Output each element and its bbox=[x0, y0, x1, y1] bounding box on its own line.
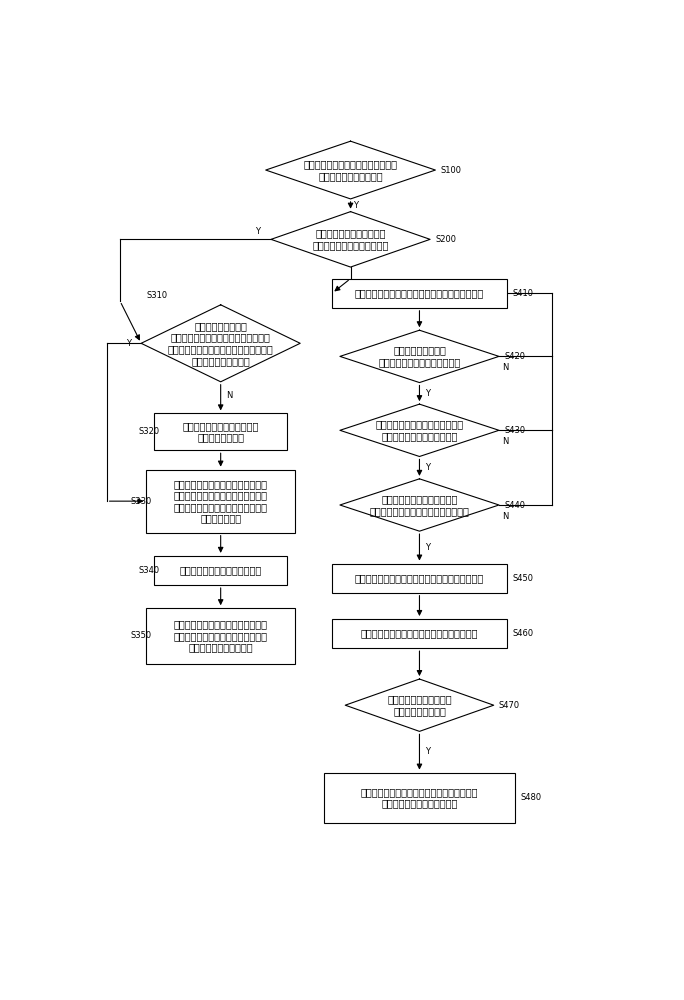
Text: 智能终端判断自身在当前位置
的停留不动时间是否达到预设停留时间: 智能终端判断自身在当前位置 的停留不动时间是否达到预设停留时间 bbox=[369, 494, 469, 516]
Text: S480: S480 bbox=[520, 793, 541, 802]
Bar bbox=[332, 619, 507, 648]
Text: 智能终端判断自身的
移动速度是否达到预设速度阈值: 智能终端判断自身的 移动速度是否达到预设速度阈值 bbox=[378, 346, 460, 367]
Text: S350: S350 bbox=[131, 631, 152, 640]
Text: 服务器判断自身数据库是否
存在用户的初始待购商品清单: 服务器判断自身数据库是否 存在用户的初始待购商品清单 bbox=[313, 229, 389, 250]
Text: S310: S310 bbox=[146, 291, 168, 300]
Text: S420: S420 bbox=[504, 352, 525, 361]
Text: 服务器根据分析结果判断
用户是否有购买意向: 服务器根据分析结果判断 用户是否有购买意向 bbox=[387, 694, 451, 716]
Text: N: N bbox=[226, 391, 233, 400]
Text: Y: Y bbox=[255, 227, 261, 236]
Text: 服务器删除初始待购商品清单
中的当前无效商品: 服务器删除初始待购商品清单 中的当前无效商品 bbox=[183, 421, 259, 443]
Text: S470: S470 bbox=[499, 701, 520, 710]
Text: Y: Y bbox=[353, 201, 358, 210]
Polygon shape bbox=[340, 479, 499, 531]
Text: S100: S100 bbox=[440, 166, 462, 175]
Text: S200: S200 bbox=[436, 235, 456, 244]
Text: 服务器根据获取的人脸相关信息得到分析结果: 服务器根据获取的人脸相关信息得到分析结果 bbox=[360, 629, 478, 639]
Polygon shape bbox=[141, 305, 300, 382]
Text: 服务器获取用户的位置相关信息: 服务器获取用户的位置相关信息 bbox=[180, 565, 262, 575]
Text: S330: S330 bbox=[131, 497, 152, 506]
Text: S440: S440 bbox=[504, 500, 525, 510]
Bar bbox=[332, 564, 507, 593]
Text: Y: Y bbox=[425, 389, 430, 398]
Polygon shape bbox=[345, 679, 494, 731]
Bar bbox=[324, 773, 515, 823]
Text: 服务器根据所有当前有效商品的位置
信息和用户的位置相关信息，生成最
优路径图发送至智能终端: 服务器根据所有当前有效商品的位置 信息和用户的位置相关信息，生成最 优路径图发送… bbox=[174, 619, 267, 652]
Bar bbox=[146, 470, 295, 533]
Text: Y: Y bbox=[126, 339, 131, 348]
Bar bbox=[155, 556, 287, 585]
Text: Y: Y bbox=[425, 463, 430, 472]
Polygon shape bbox=[271, 212, 430, 267]
Bar bbox=[146, 608, 295, 664]
Text: 服务器根据当前有效商品信息更新初
始待购商品清单，得到当前待购商品
清单，获取当前待购商品清单中所有
商品的位置信息: 服务器根据当前有效商品信息更新初 始待购商品清单，得到当前待购商品 清单，获取当… bbox=[174, 479, 267, 524]
Text: S410: S410 bbox=[512, 289, 534, 298]
Text: 服务器根据初始待购
商品清单获取所有待购商品的商品状态
信息，判断初始待购商品清单的所有商品
是否均是当前有效商品: 服务器根据初始待购 商品清单获取所有待购商品的商品状态 信息，判断初始待购商品清… bbox=[168, 321, 274, 366]
Text: S460: S460 bbox=[512, 629, 534, 638]
Text: Y: Y bbox=[425, 747, 430, 756]
Text: 智能终端判断自身在当前区域来回
移动的次数是否达到预设次数: 智能终端判断自身在当前区域来回 移动的次数是否达到预设次数 bbox=[376, 420, 464, 441]
Text: S430: S430 bbox=[504, 426, 525, 435]
Text: N: N bbox=[501, 363, 508, 372]
Bar bbox=[332, 279, 507, 308]
Text: N: N bbox=[501, 437, 508, 446]
Polygon shape bbox=[340, 404, 499, 456]
Text: S450: S450 bbox=[512, 574, 534, 583]
Text: 服务器根据用户的购买意向，发送当前位置所
有的商品相关信息至智能终端: 服务器根据用户的购买意向，发送当前位置所 有的商品相关信息至智能终端 bbox=[360, 787, 478, 808]
Text: Y: Y bbox=[425, 543, 430, 552]
Text: N: N bbox=[501, 512, 508, 521]
Text: S320: S320 bbox=[138, 427, 159, 436]
Bar bbox=[155, 413, 287, 450]
Text: 监控设备获取用户的人脸相关信息并发送至服务器: 监控设备获取用户的人脸相关信息并发送至服务器 bbox=[355, 573, 484, 583]
Polygon shape bbox=[265, 141, 436, 199]
Text: 服务器根据用户连接商店网络的状态
判断用户是否进入商店内: 服务器根据用户连接商店网络的状态 判断用户是否进入商店内 bbox=[304, 159, 397, 181]
Polygon shape bbox=[340, 330, 499, 383]
Text: S340: S340 bbox=[138, 566, 159, 575]
Text: 智能终端持续在预设时长后发送位置信息至服务器: 智能终端持续在预设时长后发送位置信息至服务器 bbox=[355, 288, 484, 298]
